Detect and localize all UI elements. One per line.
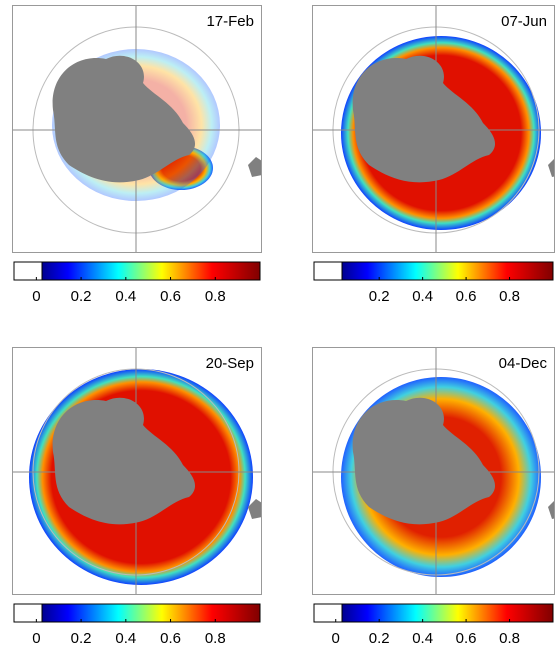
colorbar-tick-label: 0.6 xyxy=(160,630,181,647)
panel: 20-Sep 0 0.2 0.4 0.6 0.8 xyxy=(12,347,262,647)
colorbar-tick-label: 0.2 xyxy=(369,630,390,647)
antarctica xyxy=(52,55,196,183)
colorbar-tick-label: 0.6 xyxy=(456,630,477,647)
panel: 07-Jun 0.2 0.4 0.6 0.8 xyxy=(312,5,555,305)
colorbar-tick-label: 0.2 xyxy=(71,630,92,647)
map xyxy=(312,347,555,595)
colorbar-gradient xyxy=(342,604,553,622)
colorbar-tick-label: 0.4 xyxy=(115,630,136,647)
colorbar-frame xyxy=(13,603,261,623)
panel-title: 04-Dec xyxy=(499,355,548,372)
colorbar-gradient xyxy=(42,604,260,622)
map xyxy=(312,5,555,253)
colorbar-tick-label: 0 xyxy=(32,630,40,647)
antarctica xyxy=(352,55,496,183)
south-america xyxy=(548,158,555,177)
colorbar-tick-label: 0 xyxy=(32,288,40,305)
panel-title: 20-Sep xyxy=(206,355,254,372)
colorbar-frame xyxy=(313,261,554,281)
antarctica xyxy=(52,397,196,525)
panel-title: 17-Feb xyxy=(206,13,254,30)
map xyxy=(12,347,262,595)
panel-title: 07-Jun xyxy=(501,13,547,30)
colorbar-tick-label: 0.6 xyxy=(456,288,477,305)
colorbar-tick-label: 0.8 xyxy=(205,288,226,305)
map-border xyxy=(12,347,262,595)
south-america xyxy=(248,157,262,177)
antarctica xyxy=(352,397,496,525)
colorbar-tick-label: 0.4 xyxy=(412,630,433,647)
colorbar-tick-label: 0.8 xyxy=(499,288,520,305)
colorbar-tick-label: 0.6 xyxy=(160,288,181,305)
map xyxy=(12,5,262,253)
colorbar-tick-label: 0.2 xyxy=(369,288,390,305)
colorbar-gradient xyxy=(342,262,553,280)
panel: 04-Dec 0 0.2 0.4 0.6 0.8 xyxy=(312,347,555,647)
south-america xyxy=(248,499,262,519)
colorbar-tick-label: 0.4 xyxy=(115,288,136,305)
colorbar-frame xyxy=(313,603,554,623)
map-border xyxy=(12,5,262,253)
south-america xyxy=(548,500,555,519)
colorbar-tick-label: 0.4 xyxy=(412,288,433,305)
panel: 17-Feb 0 0.2 0.4 0.6 0.8 xyxy=(12,5,262,305)
colorbar-tick-label: 0.2 xyxy=(71,288,92,305)
colorbar-gradient xyxy=(42,262,260,280)
colorbar-frame xyxy=(13,261,261,281)
colorbar-tick-label: 0.8 xyxy=(499,630,520,647)
colorbar-tick-label: 0 xyxy=(332,630,340,647)
colorbar-tick-label: 0.8 xyxy=(205,630,226,647)
